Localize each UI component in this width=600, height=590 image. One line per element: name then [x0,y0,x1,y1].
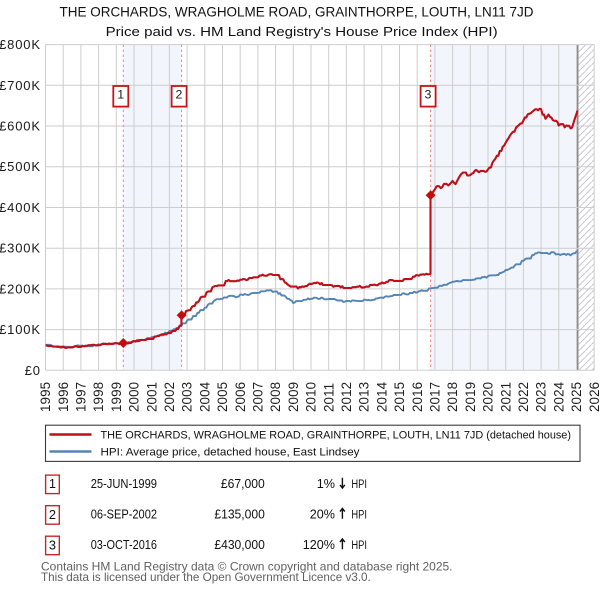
svg-text:1%: 1% [317,477,335,491]
svg-text:HPI: HPI [351,507,367,521]
svg-text:2016: 2016 [410,382,425,412]
svg-text:1: 1 [49,476,56,491]
svg-text:2: 2 [49,507,56,522]
svg-text:2003: 2003 [180,382,195,412]
svg-text:£430,000: £430,000 [214,538,264,552]
svg-text:1: 1 [117,88,124,102]
svg-text:£700K: £700K [0,78,41,93]
svg-text:3: 3 [49,537,56,552]
svg-text:2018: 2018 [445,382,460,412]
svg-text:2014: 2014 [374,381,389,412]
svg-text:2004: 2004 [197,381,212,412]
svg-text:£600K: £600K [0,119,41,134]
svg-text:2007: 2007 [251,382,266,412]
svg-text:25-JUN-1999: 25-JUN-1999 [91,477,157,491]
svg-text:£800K: £800K [0,37,41,52]
svg-text:1999: 1999 [109,382,124,412]
svg-text:1995: 1995 [38,382,53,412]
svg-text:2015: 2015 [392,382,407,412]
svg-text:2013: 2013 [357,382,372,412]
svg-text:2023: 2023 [534,382,549,412]
svg-text:2: 2 [176,88,183,102]
svg-text:This data is licensed under th: This data is licensed under the Open Gov… [41,570,371,584]
svg-text:2025: 2025 [569,382,584,412]
svg-text:2019: 2019 [463,382,478,412]
svg-text:2006: 2006 [233,382,248,412]
svg-text:£400K: £400K [0,200,41,215]
svg-text:2010: 2010 [304,382,319,412]
svg-text:1997: 1997 [74,382,89,412]
svg-text:THE ORCHARDS, WRAGHOLME ROAD,: THE ORCHARDS, WRAGHOLME ROAD, GRAINTHORP… [101,430,572,442]
svg-text:2021: 2021 [498,382,513,412]
svg-text:£0: £0 [25,363,41,378]
svg-text:HPI: Average price, detached h: HPI: Average price, detached house, East… [101,447,361,459]
svg-text:2017: 2017 [428,382,443,412]
svg-text:£135,000: £135,000 [214,507,264,521]
svg-text:2009: 2009 [286,382,301,412]
svg-text:3: 3 [425,88,432,102]
svg-text:2005: 2005 [215,382,230,412]
svg-text:£100K: £100K [0,322,41,337]
svg-text:£67,000: £67,000 [221,477,265,491]
svg-text:2001: 2001 [144,382,159,412]
svg-text:Price paid vs. HM Land Registr: Price paid vs. HM Land Registry's House … [106,24,498,39]
svg-text:£500K: £500K [0,159,41,174]
svg-text:06-SEP-2002: 06-SEP-2002 [91,507,157,521]
svg-text:120%: 120% [303,538,335,552]
svg-text:2000: 2000 [127,382,142,412]
svg-text:2020: 2020 [481,382,496,412]
svg-text:£200K: £200K [0,281,41,296]
svg-text:Contains HM Land Registry data: Contains HM Land Registry data © Crown c… [41,560,453,574]
svg-text:2008: 2008 [268,382,283,412]
svg-text:THE ORCHARDS, WRAGHOLME ROAD,: THE ORCHARDS, WRAGHOLME ROAD, GRAINTHORP… [60,4,534,19]
svg-text:£300K: £300K [0,241,41,256]
svg-text:20%: 20% [310,507,335,521]
svg-text:1996: 1996 [56,382,71,412]
svg-text:2011: 2011 [321,383,336,412]
svg-text:1998: 1998 [91,382,106,412]
svg-text:2024: 2024 [551,381,566,412]
svg-text:HPI: HPI [351,538,367,552]
svg-text:2012: 2012 [339,382,354,412]
svg-text:2002: 2002 [162,382,177,412]
svg-text:03-OCT-2016: 03-OCT-2016 [91,538,157,552]
svg-text:2022: 2022 [516,382,531,412]
svg-text:HPI: HPI [351,477,367,491]
svg-text:2026: 2026 [587,382,600,412]
